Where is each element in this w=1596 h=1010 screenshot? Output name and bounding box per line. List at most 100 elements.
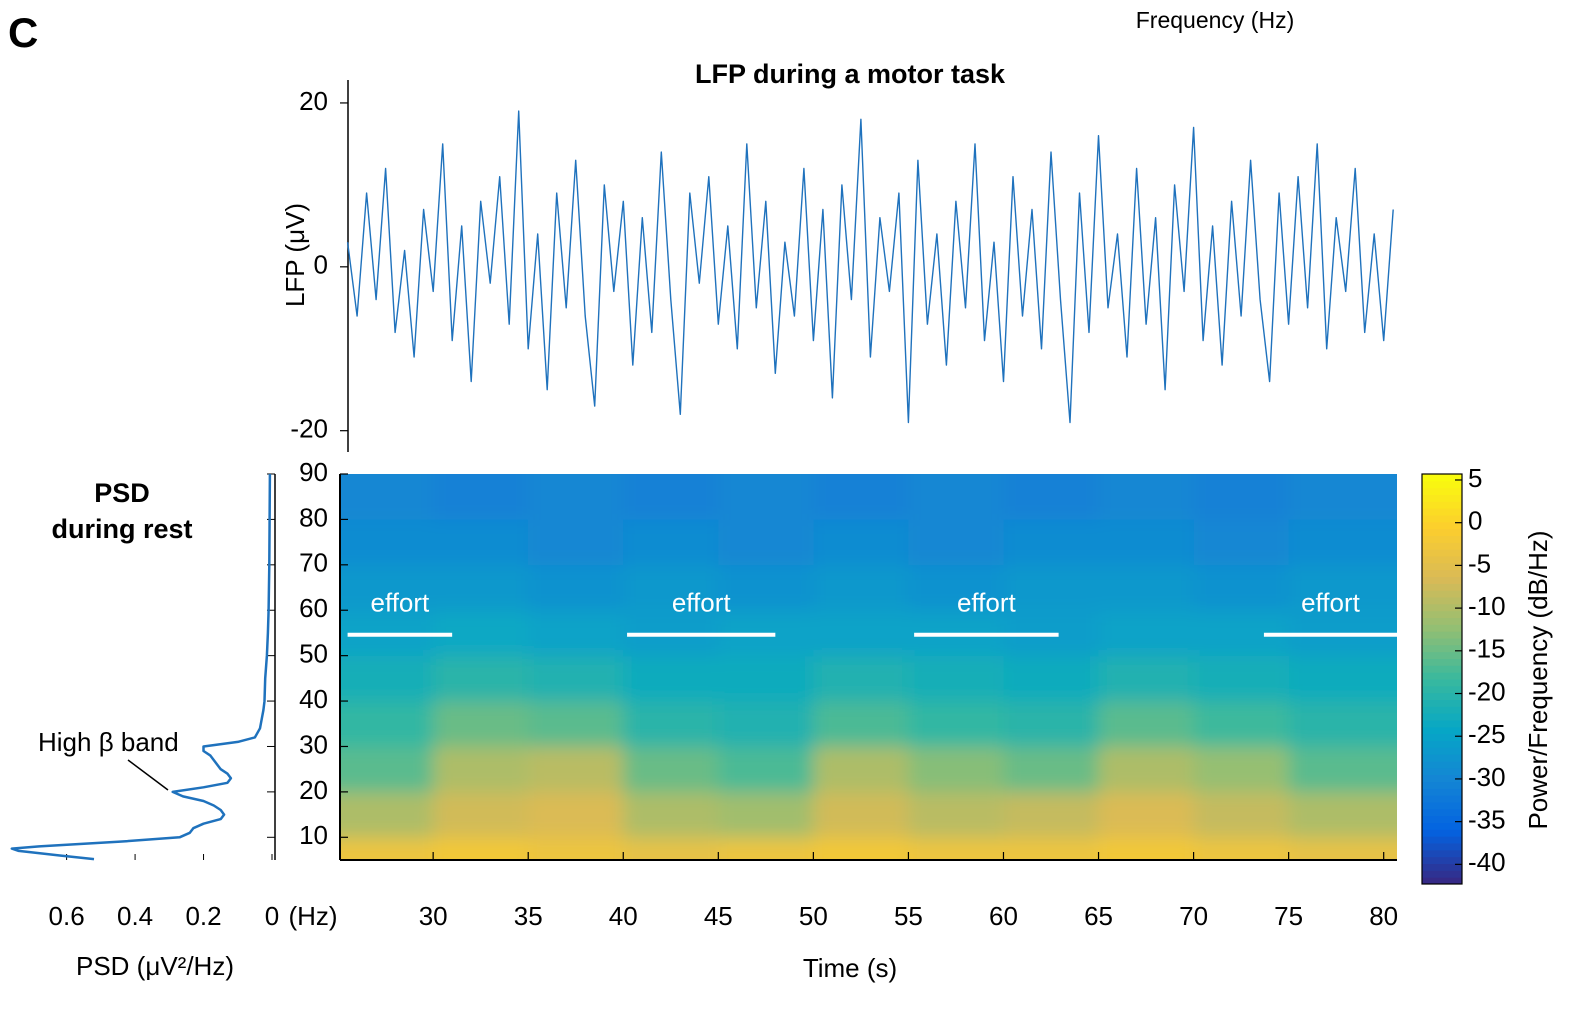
heatmap-cell — [433, 564, 529, 611]
heatmap-cell — [1098, 519, 1195, 566]
heatmap-cell — [623, 564, 719, 611]
colorbar-swatch — [1422, 719, 1462, 728]
x-tick-label: 65 — [1084, 901, 1113, 931]
colorbar-swatch — [1422, 514, 1462, 523]
x-tick-label: 35 — [514, 901, 543, 931]
heatmap-cell — [1003, 519, 1100, 566]
colorbar-tick-label: -25 — [1468, 719, 1506, 749]
heatmap-cell — [1288, 746, 1397, 793]
colorbar-swatch — [1422, 541, 1462, 550]
heatmap-cell — [1003, 701, 1100, 747]
x-tick-label: 75 — [1274, 901, 1303, 931]
colorbar-swatch — [1422, 856, 1462, 864]
colorbar-swatch — [1422, 494, 1462, 502]
heatmap-cell — [813, 701, 909, 747]
heatmap-cell — [1003, 746, 1100, 793]
heatmap-cell — [718, 837, 814, 860]
heatmap-cell — [813, 610, 909, 657]
heatmap-cell — [433, 519, 529, 566]
heatmap-cell — [1193, 474, 1290, 520]
heatmap-cell — [908, 837, 1004, 860]
effort-label: effort — [672, 588, 732, 618]
colorbar-swatch — [1422, 692, 1462, 700]
heatmap-cell — [528, 791, 624, 838]
colorbar-swatch — [1422, 753, 1462, 762]
heatmap-cell — [528, 701, 624, 747]
heatmap-cell — [1288, 519, 1397, 566]
psd-title: during rest — [51, 514, 192, 544]
heatmap-cell — [718, 655, 814, 702]
lfp-y-label: LFP (μV) — [280, 203, 310, 307]
heatmap-cell — [1098, 701, 1195, 747]
heatmap-cell — [623, 474, 719, 520]
heatmap-cell — [528, 519, 624, 566]
heatmap-cell — [433, 474, 529, 520]
heatmap-cell — [623, 701, 719, 747]
colorbar-swatch — [1422, 582, 1462, 591]
colorbar-swatch — [1422, 705, 1462, 714]
heatmap-cell — [433, 791, 529, 838]
heatmap-cell — [718, 519, 814, 566]
spectrogram — [340, 474, 1397, 860]
heatmap-cell — [1193, 519, 1290, 566]
heatmap-cell — [433, 655, 529, 702]
colorbar-swatch — [1422, 644, 1462, 653]
heatmap-cell — [340, 746, 434, 793]
colorbar-swatch — [1422, 521, 1462, 530]
time-x-label: Time (s) — [803, 953, 897, 983]
colorbar-swatch — [1422, 849, 1462, 858]
heatmap-cell — [813, 519, 909, 566]
heatmap-cell — [813, 746, 909, 793]
colorbar-swatch — [1422, 740, 1462, 748]
heatmap-cell — [340, 474, 434, 520]
heatmap-cell — [623, 655, 719, 702]
colorbar-tick-label: -30 — [1468, 762, 1506, 792]
heatmap-cell — [433, 746, 529, 793]
heatmap-cell — [433, 701, 529, 747]
heatmap-cell — [1288, 837, 1397, 860]
colorbar-tick-label: -5 — [1468, 548, 1491, 578]
heatmap-cell — [813, 837, 909, 860]
colorbar-swatch — [1422, 828, 1462, 837]
x-tick-label: 45 — [704, 901, 733, 931]
colorbar-swatch — [1422, 555, 1462, 564]
heatmap-cell — [718, 746, 814, 793]
heatmap-cell — [340, 837, 434, 860]
y-tick-label: 20 — [299, 775, 328, 805]
heatmap-cell — [623, 519, 719, 566]
colorbar-swatch — [1422, 869, 1462, 878]
colorbar-tick-label: 0 — [1468, 506, 1482, 536]
heatmap-cell — [1288, 701, 1397, 747]
colorbar-swatch — [1422, 767, 1462, 776]
colorbar-swatch — [1422, 617, 1462, 625]
colorbar-swatch — [1422, 801, 1462, 810]
heatmap-cell — [908, 746, 1004, 793]
colorbar-tick-label: -10 — [1468, 591, 1506, 621]
heatmap-cell — [1193, 701, 1290, 747]
y-tick-label: -20 — [290, 414, 328, 444]
x-tick-label: 70 — [1179, 901, 1208, 931]
x-tick-label: 50 — [799, 901, 828, 931]
heatmap-cell — [340, 701, 434, 747]
colorbar-swatch — [1422, 603, 1462, 612]
heatmap-cells — [340, 474, 1397, 860]
colorbar-swatch — [1422, 685, 1462, 694]
heatmap-cell — [718, 791, 814, 838]
heatmap-cell — [813, 655, 909, 702]
heatmap-cell — [1098, 655, 1195, 702]
heatmap-cell — [340, 519, 434, 566]
heatmap-cell — [1098, 837, 1195, 860]
heatmap-cell — [340, 655, 434, 702]
colorbar-swatch — [1422, 746, 1462, 755]
heatmap-cell — [813, 474, 909, 520]
colorbar-swatch — [1422, 610, 1462, 618]
effort-label: effort — [1301, 588, 1361, 618]
x-tick-label: 0.2 — [185, 901, 221, 931]
annotation-leader — [127, 759, 169, 791]
signal-line — [346, 110, 1394, 424]
colorbar-tick-label: -35 — [1468, 805, 1506, 835]
heatmap-cell — [908, 701, 1004, 747]
colorbar-swatch — [1422, 569, 1462, 577]
colorbar-swatch — [1422, 733, 1462, 741]
colorbar-swatch — [1422, 863, 1462, 871]
